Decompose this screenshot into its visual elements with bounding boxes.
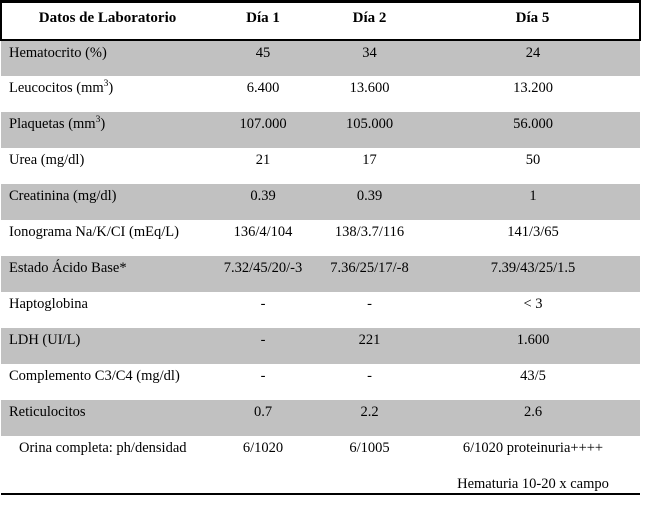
table-row: Estado Ácido Base* 7.32/45/20/-3 7.36/25/1… — [1, 255, 640, 292]
cell-value: 7.32/45/20/-3 — [223, 259, 303, 276]
superscript: 3 — [95, 114, 101, 125]
row-label-text: Reticulocitos — [9, 403, 86, 420]
row-label: Urea (mg/dl) — [1, 148, 213, 184]
row-label-text: Leucocitos (mm — [9, 79, 104, 96]
cell-value: - — [260, 295, 266, 312]
cell-value: 221 — [358, 331, 381, 348]
row-label-text: Hematocrito (%) — [9, 44, 107, 61]
lab-table-body: Hematocrito (%) 45 34 24 Leucocitos (mm3) 6.4… — [1, 39, 640, 495]
cell-value: 1 — [529, 187, 537, 204]
table-row: Creatinina (mg/dl) 0.39 0.39 1 — [1, 183, 640, 220]
row-label-text: Plaquetas (mm — [9, 115, 96, 132]
table-row: Orina completa: ph/densidad 6/1020 6/1005 6… — [1, 436, 640, 472]
row-label — [1, 472, 213, 495]
table-header: Datos de Laboratorio Día 1 Día 2 Día 5 — [0, 1, 641, 41]
row-label: Leucocitos (mm3) — [1, 76, 213, 112]
header-row: Datos de Laboratorio Día 1 Día 2 Día 5 — [0, 1, 641, 41]
row-label: Orina completa: ph/densidad — [1, 436, 213, 472]
table-row: Haptoglobina - - < 3 — [1, 292, 640, 328]
row-label-text: ) — [100, 115, 106, 132]
row-label: Complemento C3/C4 (mg/dl) — [1, 364, 213, 400]
row-label: Plaquetas (mm3) — [1, 112, 213, 148]
cell-value: 7.36/25/17/-8 — [330, 259, 409, 276]
row-label: Haptoglobina — [1, 292, 213, 328]
table-row: Ionograma Na/K/CI (mEq/L) 136/4/104 138/3.… — [1, 220, 640, 256]
superscript: 3 — [103, 78, 109, 89]
cell-value — [313, 472, 426, 495]
cell-value: 17 — [362, 151, 377, 168]
cell-value: 50 — [525, 151, 541, 168]
table-row: Complemento C3/C4 (mg/dl) - - 43/5 — [1, 364, 640, 400]
cell-value: 1.600 — [516, 331, 550, 348]
cell-value: 43/5 — [520, 367, 546, 384]
cell-value: 34 — [362, 44, 377, 61]
cell-value: Hematuria 10-20 x campo — [457, 475, 609, 492]
cell-value: 13.600 — [349, 79, 390, 96]
row-label: Estado Ácido Base* — [1, 256, 213, 292]
cell-value: - — [260, 367, 266, 384]
table-row: Leucocitos (mm3) 6.400 13.600 13.200 — [1, 76, 640, 112]
row-label-text: Haptoglobina — [9, 295, 88, 312]
cell-value: 105.000 — [345, 115, 394, 132]
cell-value: 6/1020 — [242, 439, 284, 456]
cell-value: 0.39 — [250, 187, 276, 204]
header-dia-2: Día 2 — [313, 1, 426, 41]
cell-value: 45 — [255, 44, 271, 61]
row-label: Reticulocitos — [1, 400, 213, 436]
cell-value: 13.200 — [513, 79, 553, 96]
table-row: Plaquetas (mm3) 107.000 105.000 56.000 — [1, 111, 640, 148]
row-label-text: Creatinina (mg/dl) — [9, 187, 117, 204]
table-row: Urea (mg/dl) 21 17 50 — [1, 148, 640, 184]
cell-value: 138/3.7/116 — [334, 223, 405, 240]
cell-value: 2.6 — [523, 403, 543, 420]
row-label-text: Urea (mg/dl) — [9, 151, 85, 168]
cell-value: 0.39 — [356, 187, 383, 204]
row-label: LDH (UI/L) — [1, 328, 213, 364]
cell-value: 56.000 — [513, 115, 553, 132]
cell-value: 6.400 — [246, 79, 280, 96]
row-label: Creatinina (mg/dl) — [1, 184, 213, 220]
cell-value: - — [367, 367, 372, 384]
cell-value: 136/4/104 — [233, 223, 293, 240]
row-label-text: Ionograma Na/K/CI (mEq/L) — [9, 223, 179, 240]
row-label: Hematocrito (%) — [1, 40, 213, 76]
row-label-text: Orina completa: ph/densidad — [19, 439, 187, 456]
cell-value: 24 — [525, 44, 541, 61]
cell-value: 0.7 — [253, 403, 273, 420]
cell-value — [213, 472, 313, 495]
header-dia-5: Día 5 — [426, 1, 641, 41]
row-label-text: LDH (UI/L) — [9, 331, 81, 348]
cell-value: 6/1005 — [349, 439, 390, 456]
header-dia-1: Día 1 — [213, 1, 313, 41]
row-label-text: Complemento C3/C4 (mg/dl) — [9, 367, 180, 384]
row-label-text: ) — [108, 79, 114, 96]
cell-value: 141/3/65 — [507, 223, 559, 240]
row-label-text: Estado Ácido Base* — [9, 259, 127, 276]
row-label: Ionograma Na/K/CI (mEq/L) — [1, 220, 213, 256]
cell-value: 2.2 — [360, 403, 379, 420]
table-row: Hematuria 10-20 x campo — [1, 472, 640, 495]
lab-results-table: Datos de Laboratorio Día 1 Día 2 Día 5 H… — [0, 0, 641, 496]
cell-value: < 3 — [523, 295, 543, 312]
cell-value: - — [367, 295, 372, 312]
cell-value: 6/1020 proteinuria++++ — [462, 439, 604, 456]
table-row: LDH (UI/L) - 221 1.600 — [1, 327, 640, 364]
header-datos-de-laboratorio: Datos de Laboratorio — [0, 1, 213, 41]
cell-value: 21 — [255, 151, 271, 168]
cell-value: 7.39/43/25/1.5 — [490, 259, 576, 276]
cell-value: - — [260, 331, 266, 348]
table-row: Reticulocitos 0.7 2.2 2.6 — [1, 399, 640, 436]
table-row: Hematocrito (%) 45 34 24 — [1, 39, 640, 76]
cell-value: 107.000 — [239, 115, 287, 132]
